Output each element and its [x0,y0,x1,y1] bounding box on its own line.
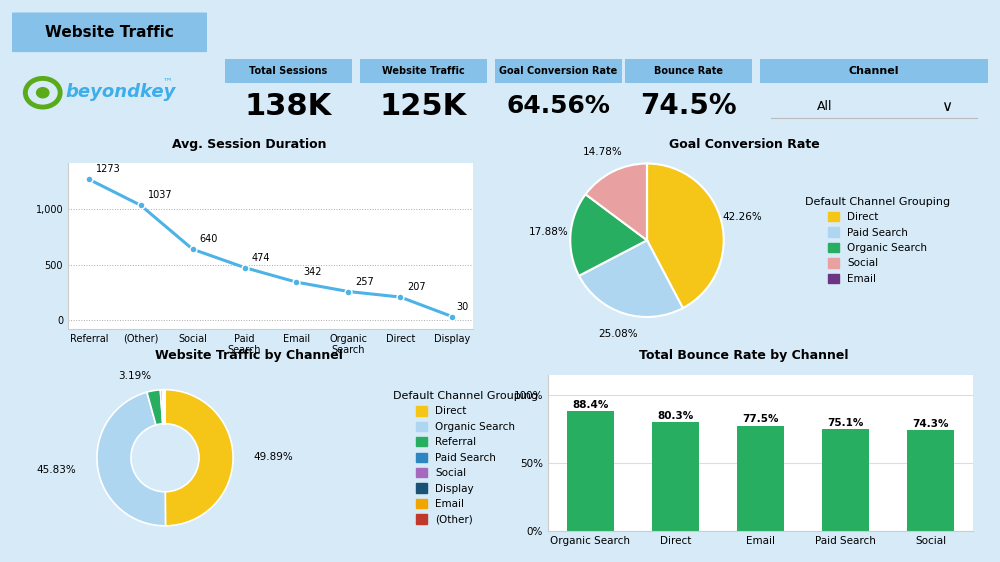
FancyBboxPatch shape [625,59,752,83]
Text: 207: 207 [407,282,426,292]
Bar [567,411,614,531]
Wedge shape [160,389,164,424]
Text: Total Sessions: Total Sessions [249,66,328,76]
Text: 80.3%: 80.3% [657,411,694,420]
Wedge shape [97,392,165,526]
Bar [652,422,699,531]
Text: 1273: 1273 [96,164,120,174]
Text: Channel: Channel [849,66,899,76]
Text: Bounce Rate: Bounce Rate [654,66,723,76]
Text: 42.26%: 42.26% [722,212,762,221]
Text: 17.88%: 17.88% [529,228,569,237]
Legend: Direct, Paid Search, Organic Search, Social, Email: Direct, Paid Search, Organic Search, Soc… [802,193,953,287]
FancyBboxPatch shape [6,12,213,52]
Text: 1037: 1037 [148,191,172,201]
Text: Total Bounce Rate by Channel: Total Bounce Rate by Channel [639,349,849,362]
Wedge shape [647,164,724,308]
Text: Avg. Session Duration: Avg. Session Duration [172,138,326,152]
Text: Website Traffic: Website Traffic [45,25,174,40]
Text: 77.5%: 77.5% [742,414,779,424]
Text: 342: 342 [303,267,322,277]
Text: 30: 30 [456,302,469,312]
Text: 14.78%: 14.78% [583,147,623,157]
Text: 3.19%: 3.19% [118,371,151,381]
Text: 25.08%: 25.08% [598,329,638,339]
Text: 88.4%: 88.4% [572,400,609,410]
Text: ™: ™ [163,76,172,86]
FancyBboxPatch shape [760,59,988,83]
Wedge shape [147,390,163,425]
Text: 138K: 138K [245,92,332,121]
Bar [737,426,784,531]
Text: 74.3%: 74.3% [912,419,949,429]
FancyBboxPatch shape [225,59,352,83]
Text: 640: 640 [200,234,218,244]
Text: 257: 257 [355,277,374,287]
Text: 474: 474 [251,252,270,262]
FancyBboxPatch shape [495,59,622,83]
Text: Goal Conversion Rate: Goal Conversion Rate [669,138,819,152]
Text: 49.89%: 49.89% [254,452,293,463]
Wedge shape [579,241,683,317]
Bar [907,430,954,531]
Wedge shape [570,194,647,276]
Text: beyondkey: beyondkey [65,83,176,101]
Text: Website Traffic: Website Traffic [382,66,465,76]
Text: All: All [817,99,832,113]
Legend: Direct, Organic Search, Referral, Paid Search, Social, Display, Email, (Other): Direct, Organic Search, Referral, Paid S… [390,388,542,528]
Circle shape [37,88,49,98]
Text: 64.56%: 64.56% [507,94,610,118]
Text: Website Traffic by Channel: Website Traffic by Channel [155,349,343,362]
Wedge shape [162,389,164,424]
Wedge shape [586,164,647,241]
Wedge shape [165,389,233,526]
Bar [822,429,869,531]
Text: Goal Conversion Rate: Goal Conversion Rate [499,66,618,76]
Text: 125K: 125K [380,92,467,121]
Text: 74.5%: 74.5% [640,92,737,120]
FancyBboxPatch shape [360,59,487,83]
Text: ∨: ∨ [941,99,953,114]
Text: 75.1%: 75.1% [827,418,864,428]
Text: 45.83%: 45.83% [36,465,76,475]
